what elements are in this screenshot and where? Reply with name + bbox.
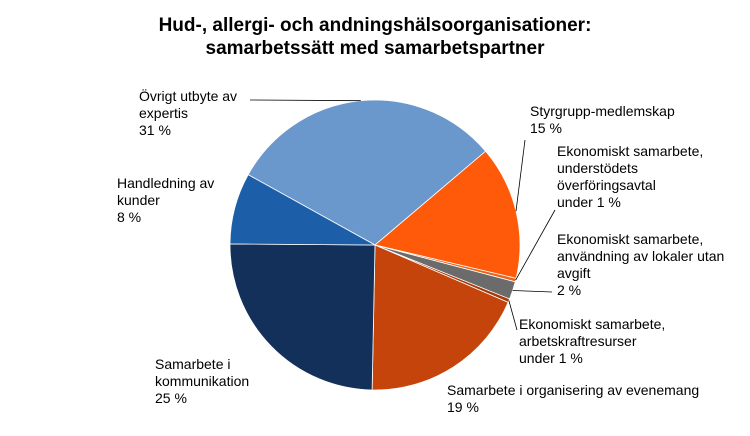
slice-label: Ekonomiskt samarbete, understödets överf…	[557, 143, 717, 211]
value-label: 19 %	[447, 399, 479, 415]
slice-label: Ekonomiskt samarbete, arbetskraftresurse…	[519, 316, 699, 367]
category: Samarbete i kommunikation	[155, 356, 250, 389]
chart-title: Hud-, allergi- och andningshälsoorganisa…	[158, 15, 592, 59]
slice-label: Styrgrupp-medlemskap 15 %	[530, 103, 700, 137]
value-label: under 1 %	[519, 350, 583, 366]
category: Styrgrupp-medlemskap	[530, 103, 675, 119]
category: Samarbete i organisering av evenemang	[447, 382, 700, 398]
leader-line	[515, 209, 556, 281]
leader-line	[249, 99, 361, 102]
category: Ekonomiskt samarbete, användning av loka…	[557, 231, 725, 281]
leader-line	[512, 290, 553, 293]
category: Övrigt utbyte av expertis	[139, 88, 238, 121]
slice-label: Ekonomiskt samarbete, användning av loka…	[557, 231, 737, 299]
value-label: 8 %	[117, 209, 142, 225]
value-label: 15 %	[530, 120, 562, 136]
pie-slice	[229, 174, 376, 246]
leader-line	[508, 300, 518, 331]
pie-slice	[371, 244, 509, 391]
category: Ekonomiskt samarbete, arbetskraftresurse…	[519, 316, 666, 349]
pie-slice	[229, 243, 376, 391]
slice-label: Samarbete i organisering av evenemang 19 …	[447, 382, 747, 416]
value-label: 25 %	[155, 390, 187, 406]
category: Ekonomiskt samarbete, understödets överf…	[557, 143, 704, 193]
value-label: 31 %	[139, 122, 171, 138]
value-label: under 1 %	[557, 194, 621, 210]
slice-label: Övrigt utbyte av expertis 31 %	[139, 88, 257, 139]
slice-label: Samarbete i kommunikation 25 %	[155, 356, 265, 407]
value-label: 2 %	[557, 282, 582, 298]
leader-line	[515, 139, 526, 212]
category: Handledning av kunder	[117, 175, 215, 208]
slice-label: Handledning av kunder 8 %	[117, 175, 232, 226]
